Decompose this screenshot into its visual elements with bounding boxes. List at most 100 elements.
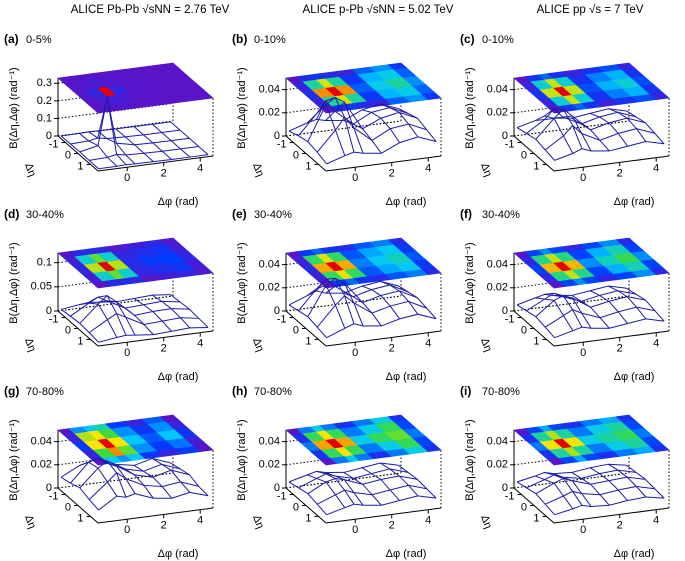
x-tick-label: 4 <box>197 163 203 175</box>
surface-column <box>361 109 401 144</box>
z-tick-label: 0.04 <box>259 84 280 96</box>
z-tick-label: 0.04 <box>31 436 52 448</box>
surface-column <box>571 117 610 152</box>
y-tick-label: 0 <box>293 324 299 336</box>
surface-column <box>60 476 99 511</box>
surface-row <box>98 326 209 343</box>
axis-line <box>325 330 442 347</box>
z-axis-label: B(Δη,Δφ) (rad⁻¹) <box>8 242 20 323</box>
z-tick-label: 0.2 <box>37 95 52 107</box>
y-tick-label: 1 <box>533 335 539 347</box>
surface-column <box>571 295 610 329</box>
z-tick-label: 0.02 <box>487 107 508 119</box>
panel: (f) 30-40% B(Δη,Δφ) (rad⁻¹) Δφ (rad) Δη 0 0.02… <box>460 207 670 383</box>
surface-row <box>516 108 627 129</box>
surface-column <box>170 294 209 328</box>
surface-row <box>544 485 655 505</box>
x-tick-label: 2 <box>161 342 167 354</box>
surface-column <box>608 463 647 498</box>
projection-cell <box>193 444 214 452</box>
surface-row <box>316 116 427 153</box>
panel-subtitle: 30-40% <box>26 209 64 221</box>
x-axis-label: Δφ (rad) <box>614 196 655 208</box>
z-axis-label: B(Δη,Δφ) (rad⁻¹) <box>464 419 476 500</box>
surface-column <box>97 458 136 494</box>
surface-row <box>298 468 409 489</box>
axis-line <box>325 507 442 524</box>
surface-column <box>380 103 419 138</box>
grid-line <box>57 295 174 312</box>
surface-row <box>326 313 437 339</box>
surface-row <box>526 469 637 489</box>
surface-row <box>70 129 181 145</box>
z-tick-label: 0.04 <box>487 84 508 96</box>
z-tick-label: 0.02 <box>259 282 280 294</box>
y-axis-label: Δη <box>478 337 494 354</box>
x-tick-label: 4 <box>653 163 659 175</box>
surface-column <box>544 472 583 506</box>
surface-column <box>626 464 665 499</box>
surface-column <box>152 294 191 329</box>
panel: (b) 0-10% B(Δη,Δφ) (rad⁻¹) Δφ (rad) Δη 0 0.02 0… <box>232 32 442 208</box>
surface-row <box>288 103 399 132</box>
panel: (h) 70-80% B(Δη,Δφ) (rad⁻¹) Δφ (rad) Δη 0 0.02… <box>232 384 442 560</box>
panel-label: (i) <box>460 384 471 398</box>
surface-column <box>133 464 172 499</box>
surface-row <box>88 472 199 500</box>
panel-label: (b) <box>232 32 247 46</box>
y-tick-label: 1 <box>77 160 83 172</box>
x-tick-label: 2 <box>617 342 623 354</box>
surface-column <box>60 135 99 170</box>
z-tick-label: 0.04 <box>259 436 280 448</box>
projection-cell <box>193 267 214 275</box>
y-tick-label: 1 <box>77 335 83 347</box>
y-tick-label: -1 <box>277 490 287 502</box>
surface-row <box>98 491 209 511</box>
z-axis-label: B(Δη,Δφ) (rad⁻¹) <box>464 67 476 148</box>
y-tick-label: 1 <box>305 335 311 347</box>
y-axis-label: Δη <box>22 514 38 531</box>
x-tick-label: 2 <box>617 519 623 531</box>
surface-column <box>316 277 355 324</box>
surface-column <box>535 475 574 510</box>
y-tick-label: -1 <box>49 490 59 502</box>
surface-row <box>535 108 646 140</box>
surface-column <box>553 473 592 507</box>
surface-row <box>544 124 655 151</box>
surface-column <box>608 285 647 320</box>
z-tick-label: 0.3 <box>37 77 52 89</box>
surface-column <box>398 285 437 320</box>
axis-line <box>97 507 214 524</box>
x-tick-label: 2 <box>161 519 167 531</box>
surface-row <box>307 96 418 142</box>
surface-row <box>88 312 199 334</box>
y-tick-label: 1 <box>77 512 83 524</box>
y-tick-label: 0 <box>521 501 527 513</box>
surface-column <box>88 458 127 498</box>
surface-column <box>626 110 665 145</box>
surface-row <box>288 462 399 483</box>
y-axis-label: Δη <box>478 514 494 531</box>
z-axis-label: B(Δη,Δφ) (rad⁻¹) <box>464 242 476 323</box>
x-tick-label: 2 <box>161 167 167 179</box>
y-tick-label: 1 <box>533 512 539 524</box>
surface-row <box>89 145 199 161</box>
y-tick-label: 1 <box>305 512 311 524</box>
z-tick-label: 0 <box>502 305 508 317</box>
surface-column <box>307 284 346 329</box>
axis-line <box>325 155 442 172</box>
x-tick-label: 0 <box>580 347 586 359</box>
panel-label: (f) <box>460 207 472 221</box>
surface-column <box>398 464 437 499</box>
surface-column <box>97 300 136 336</box>
surface-column <box>325 101 364 154</box>
y-axis-label: Δη <box>22 337 38 354</box>
y-tick-label: -1 <box>505 138 515 150</box>
surface-row <box>79 460 190 489</box>
grid-line <box>285 120 402 137</box>
panel-subtitle: 0-5% <box>26 34 52 46</box>
surface-column <box>115 463 154 499</box>
x-axis-label: Δφ (rad) <box>386 196 427 208</box>
surface-column <box>343 292 382 327</box>
